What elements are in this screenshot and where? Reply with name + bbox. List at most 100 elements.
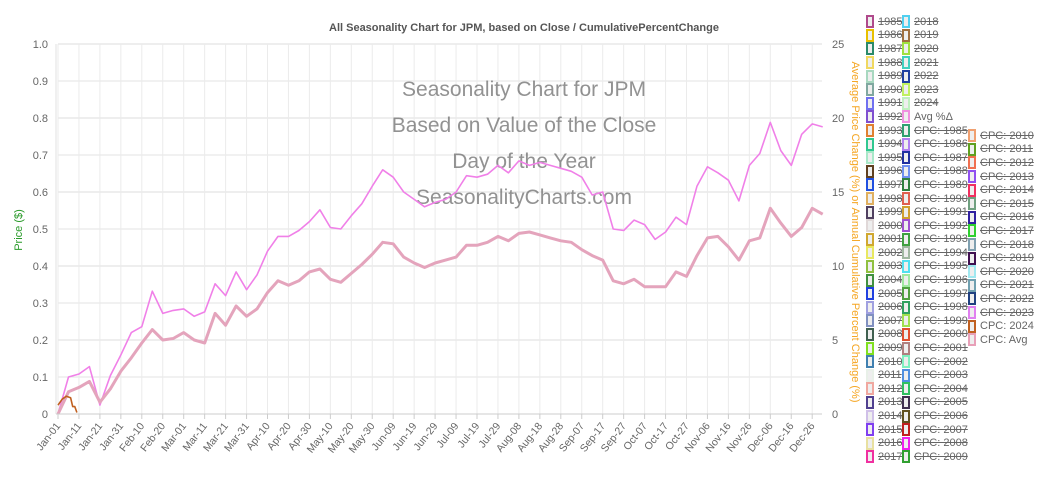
legend-label: CPC: 2023 xyxy=(980,306,1034,319)
legend-item[interactable]: 2024 xyxy=(902,96,968,111)
legend-item[interactable]: CPC: 1992 xyxy=(902,219,968,233)
legend-item[interactable]: CPC: 2006 xyxy=(902,409,968,423)
legend-item[interactable]: CPC: 2019 xyxy=(968,251,1034,265)
legend-item[interactable]: CPC: 2012 xyxy=(968,156,1034,170)
legend-item[interactable]: 1992 xyxy=(866,110,902,124)
legend-item[interactable]: 1995 xyxy=(866,151,902,165)
legend-swatch xyxy=(866,450,874,464)
legend-item[interactable]: 1989 xyxy=(866,69,902,83)
legend-item[interactable]: CPC: 1987 xyxy=(902,151,968,165)
legend-swatch xyxy=(866,205,874,219)
legend-item[interactable]: CPC: 2015 xyxy=(968,197,1034,211)
legend-item[interactable]: CPC: 2007 xyxy=(902,423,968,437)
legend-item[interactable]: CPC: 2022 xyxy=(968,292,1034,306)
legend-swatch xyxy=(902,137,910,151)
legend-item[interactable]: 2015 xyxy=(866,423,902,437)
legend-item[interactable]: 1988 xyxy=(866,56,902,70)
legend-item[interactable]: 2004 xyxy=(866,273,902,287)
legend-swatch xyxy=(902,409,910,423)
legend-item[interactable]: 2022 xyxy=(902,69,968,83)
legend-item[interactable]: CPC: 2000 xyxy=(902,327,968,342)
legend-label: CPC: 1992 xyxy=(914,219,968,232)
legend-item[interactable]: 1993 xyxy=(866,124,902,138)
legend-item[interactable]: CPC: 1998 xyxy=(902,300,968,314)
legend-item[interactable]: CPC: 2020 xyxy=(968,265,1034,279)
legend-item[interactable]: 2012 xyxy=(866,382,902,396)
legend-item[interactable]: 2018 xyxy=(902,15,968,29)
watermark-line: SeasonalityCharts.com xyxy=(416,186,632,209)
legend-swatch xyxy=(902,15,910,29)
legend-item[interactable]: 2013 xyxy=(866,395,903,410)
legend-item[interactable]: CPC: 1994 xyxy=(902,246,968,260)
legend-item[interactable]: 2010 xyxy=(866,355,902,369)
legend-item[interactable]: 2001 xyxy=(866,232,902,247)
legend-label: 1985 xyxy=(878,15,903,28)
legend-item[interactable]: 2014 xyxy=(866,409,902,423)
legend-item[interactable]: CPC: 2009 xyxy=(902,450,968,464)
legend-label: CPC: 1989 xyxy=(914,178,968,191)
legend-item[interactable]: CPC: 1990 xyxy=(902,192,968,206)
legend-item[interactable]: 1996 xyxy=(866,164,902,179)
legend-item[interactable]: 1985 xyxy=(866,15,902,29)
legend-item[interactable]: CPC: 2011 xyxy=(968,142,1034,157)
legend-item[interactable]: CPC: 2014 xyxy=(968,183,1034,197)
legend-item[interactable]: CPC: 1999 xyxy=(902,314,968,328)
legend-item[interactable]: 2020 xyxy=(902,42,968,56)
legend-item[interactable]: CPC: 1986 xyxy=(902,137,968,151)
legend-item[interactable]: CPC: 1991 xyxy=(902,205,968,219)
legend-item[interactable]: CPC: 2008 xyxy=(902,436,968,450)
legend-item[interactable]: CPC: 2013 xyxy=(968,170,1034,184)
legend-item[interactable]: 2003 xyxy=(866,259,902,274)
legend-swatch xyxy=(866,56,874,70)
legend-item[interactable]: CPC: 2018 xyxy=(968,238,1034,252)
legend-swatch xyxy=(866,273,874,287)
legend-item[interactable]: CPC: 1996 xyxy=(902,273,968,287)
legend-item[interactable]: CPC: 1988 xyxy=(902,164,968,179)
legend-swatch xyxy=(968,170,976,184)
legend-label: 2013 xyxy=(878,396,903,409)
legend-item[interactable]: CPC: 1995 xyxy=(902,259,968,274)
legend-item[interactable]: CPC: 1989 xyxy=(902,178,968,192)
legend-item[interactable]: 2009 xyxy=(866,341,902,355)
legend-item[interactable]: CPC: 2003 xyxy=(902,368,968,382)
legend-item[interactable]: 2006 xyxy=(866,300,902,314)
legend-item[interactable]: 1999 xyxy=(866,205,902,219)
legend-item[interactable]: CPC: Avg xyxy=(968,333,1034,347)
legend-item[interactable]: CPC: 1997 xyxy=(902,287,968,301)
legend-item[interactable]: 1998 xyxy=(866,192,902,206)
legend-item[interactable]: CPC: 2017 xyxy=(968,224,1034,238)
legend-item[interactable]: CPC: 1993 xyxy=(902,232,968,247)
legend-item[interactable]: 1997 xyxy=(866,178,902,192)
legend-item[interactable]: Avg %Δ xyxy=(902,110,968,124)
legend-item[interactable]: CPC: 2023 xyxy=(968,306,1034,320)
legend-item[interactable]: CPC: 2016 xyxy=(968,210,1034,225)
legend-label: CPC: 1985 xyxy=(914,124,968,137)
legend-item[interactable]: 2007 xyxy=(866,314,902,328)
legend-item[interactable]: CPC: 2004 xyxy=(902,382,968,396)
legend-item[interactable]: 1986 xyxy=(866,28,902,43)
legend-item[interactable]: CPC: 2001 xyxy=(902,341,968,355)
legend-item[interactable]: 1990 xyxy=(866,83,902,97)
legend-item[interactable]: 2000 xyxy=(866,219,902,233)
legend-item[interactable]: 2016 xyxy=(866,436,902,450)
legend-item[interactable]: CPC: 2005 xyxy=(902,395,968,410)
legend-item[interactable]: 2017 xyxy=(866,450,902,464)
legend-item[interactable]: 2021 xyxy=(902,56,968,70)
y-left-tick-label: 0.2 xyxy=(33,335,48,347)
legend-item[interactable]: CPC: 1985 xyxy=(902,124,968,138)
legend-item[interactable]: CPC: 2024 xyxy=(968,319,1034,333)
legend-item[interactable]: 1987 xyxy=(866,42,902,56)
legend-item[interactable]: CPC: 2021 xyxy=(968,278,1034,293)
legend-item[interactable]: 1994 xyxy=(866,137,902,151)
legend-label: CPC: 2017 xyxy=(980,224,1034,237)
legend-item[interactable]: 2023 xyxy=(902,83,968,97)
legend-item[interactable]: 2011 xyxy=(866,368,902,382)
legend-item[interactable]: 1991 xyxy=(866,96,902,111)
legend-item[interactable]: 2008 xyxy=(866,327,902,342)
y-right-tick-label: 15 xyxy=(832,187,844,199)
legend-item[interactable]: CPC: 2002 xyxy=(902,355,968,369)
legend-item[interactable]: CPC: 2010 xyxy=(968,129,1034,143)
legend-item[interactable]: 2005 xyxy=(866,287,902,301)
legend-item[interactable]: 2002 xyxy=(866,246,902,260)
legend-item[interactable]: 2019 xyxy=(902,28,968,43)
